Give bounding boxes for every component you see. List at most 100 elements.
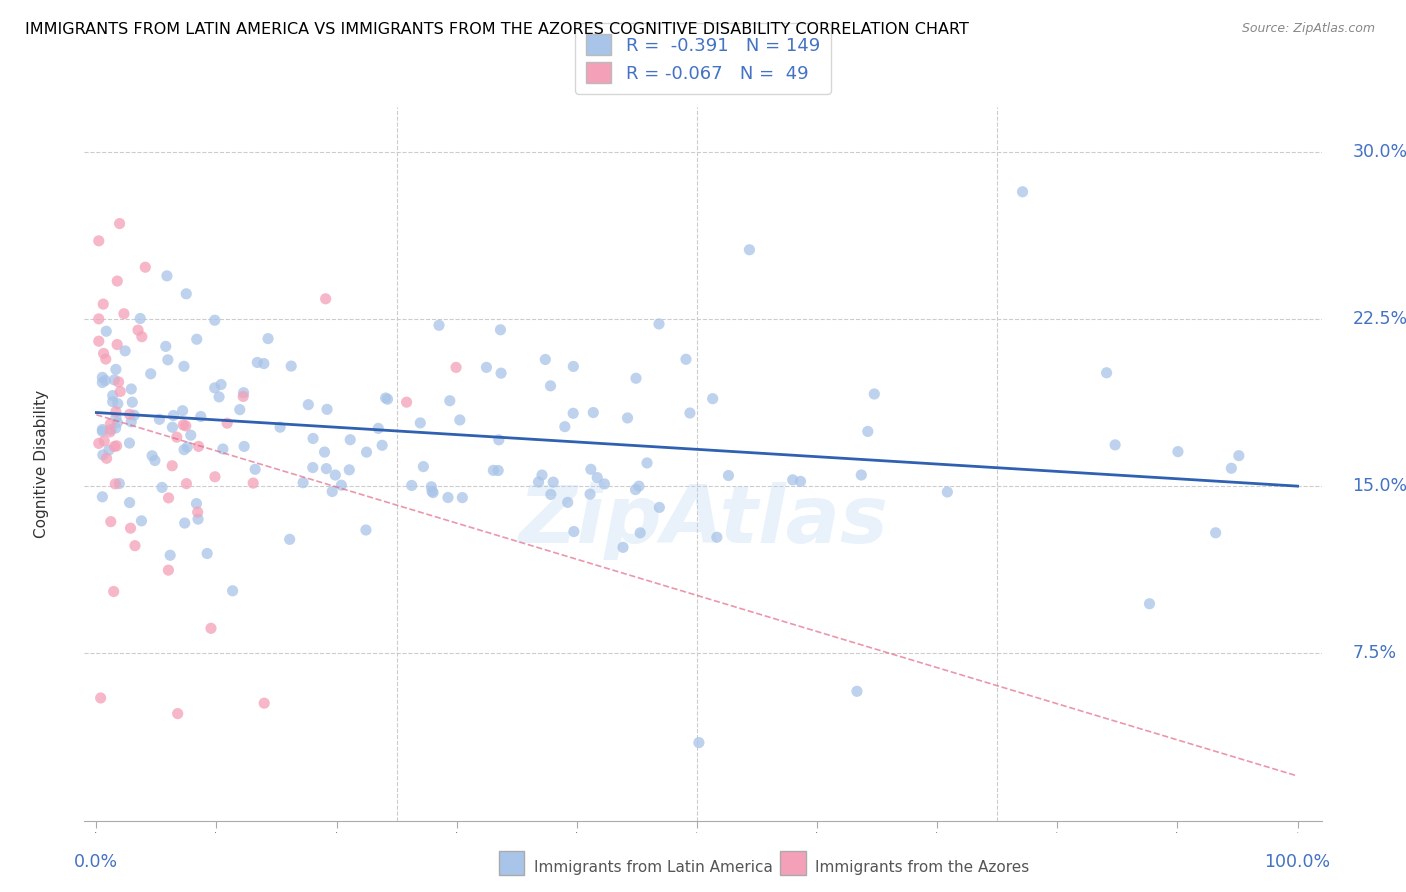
Point xyxy=(139,367,162,381)
Point xyxy=(96,324,118,338)
Point xyxy=(624,371,647,385)
Point xyxy=(562,406,585,420)
Point xyxy=(374,391,396,405)
Point xyxy=(486,463,509,477)
Point xyxy=(314,445,336,459)
Point xyxy=(845,684,868,698)
Point xyxy=(131,514,153,528)
Point xyxy=(488,433,510,447)
Point xyxy=(157,491,180,505)
Point xyxy=(337,463,360,477)
Point xyxy=(253,357,276,371)
Point xyxy=(679,406,702,420)
Point xyxy=(172,417,194,432)
Point xyxy=(107,375,129,389)
Point xyxy=(98,417,121,431)
Point xyxy=(173,442,195,457)
Point xyxy=(90,690,112,705)
Point xyxy=(475,360,498,375)
Point xyxy=(200,621,222,635)
Point xyxy=(1227,449,1250,463)
Point xyxy=(121,395,143,409)
Point xyxy=(292,475,315,490)
Point xyxy=(91,370,114,384)
Point xyxy=(166,430,188,444)
Point xyxy=(557,495,579,509)
Point xyxy=(257,332,280,346)
Point xyxy=(688,735,710,749)
Point xyxy=(176,440,198,454)
Point xyxy=(190,409,212,424)
Point xyxy=(936,485,959,500)
Point xyxy=(160,458,183,473)
Point xyxy=(401,478,423,492)
Point xyxy=(173,516,195,530)
Point xyxy=(302,432,325,446)
Point xyxy=(371,438,394,452)
Point xyxy=(114,343,136,358)
Point xyxy=(94,352,117,367)
Point xyxy=(738,243,761,257)
Point xyxy=(87,234,110,248)
Point xyxy=(97,443,120,458)
Point xyxy=(143,453,166,467)
Point xyxy=(422,485,444,500)
Point xyxy=(204,470,226,484)
Point xyxy=(427,318,450,333)
Point xyxy=(628,525,651,540)
Point xyxy=(851,467,873,482)
Point xyxy=(1011,185,1033,199)
Point xyxy=(87,312,110,326)
Text: 30.0%: 30.0% xyxy=(1353,143,1406,161)
Point xyxy=(148,412,170,426)
Point xyxy=(162,409,184,423)
Point xyxy=(624,483,647,497)
Point xyxy=(242,476,264,491)
Point xyxy=(150,480,173,494)
Point xyxy=(155,339,177,353)
Point xyxy=(108,217,131,231)
Point xyxy=(562,359,585,374)
Point xyxy=(1139,597,1161,611)
Point xyxy=(1167,444,1189,458)
Point xyxy=(127,323,149,337)
Point xyxy=(120,521,142,535)
Point xyxy=(141,449,163,463)
Point xyxy=(122,409,145,423)
Point xyxy=(593,477,616,491)
Point xyxy=(1220,461,1243,475)
Point xyxy=(1104,438,1126,452)
Text: 7.5%: 7.5% xyxy=(1353,644,1396,663)
Text: Immigrants from Latin America: Immigrants from Latin America xyxy=(534,860,773,874)
Point xyxy=(91,376,114,390)
Point xyxy=(103,584,125,599)
Point xyxy=(323,468,346,483)
Point xyxy=(104,404,127,418)
Point xyxy=(612,541,634,555)
Point xyxy=(856,425,879,439)
Point xyxy=(124,539,146,553)
Point xyxy=(269,420,291,434)
Point xyxy=(217,416,239,430)
Point xyxy=(554,419,576,434)
Point xyxy=(562,524,585,539)
Point xyxy=(437,491,460,505)
Point xyxy=(616,411,638,425)
Point xyxy=(301,460,323,475)
Point xyxy=(120,415,142,429)
Point xyxy=(354,523,377,537)
Point xyxy=(187,439,209,453)
Point xyxy=(101,394,124,409)
Point xyxy=(105,410,128,425)
Point xyxy=(636,456,658,470)
Point xyxy=(782,473,804,487)
Point xyxy=(356,445,378,459)
Point xyxy=(579,462,602,476)
Point xyxy=(315,461,337,475)
Point xyxy=(243,462,266,476)
Point xyxy=(91,490,114,504)
Point xyxy=(118,408,141,422)
Text: 22.5%: 22.5% xyxy=(1353,310,1406,328)
Point xyxy=(108,476,131,491)
Point xyxy=(221,583,243,598)
